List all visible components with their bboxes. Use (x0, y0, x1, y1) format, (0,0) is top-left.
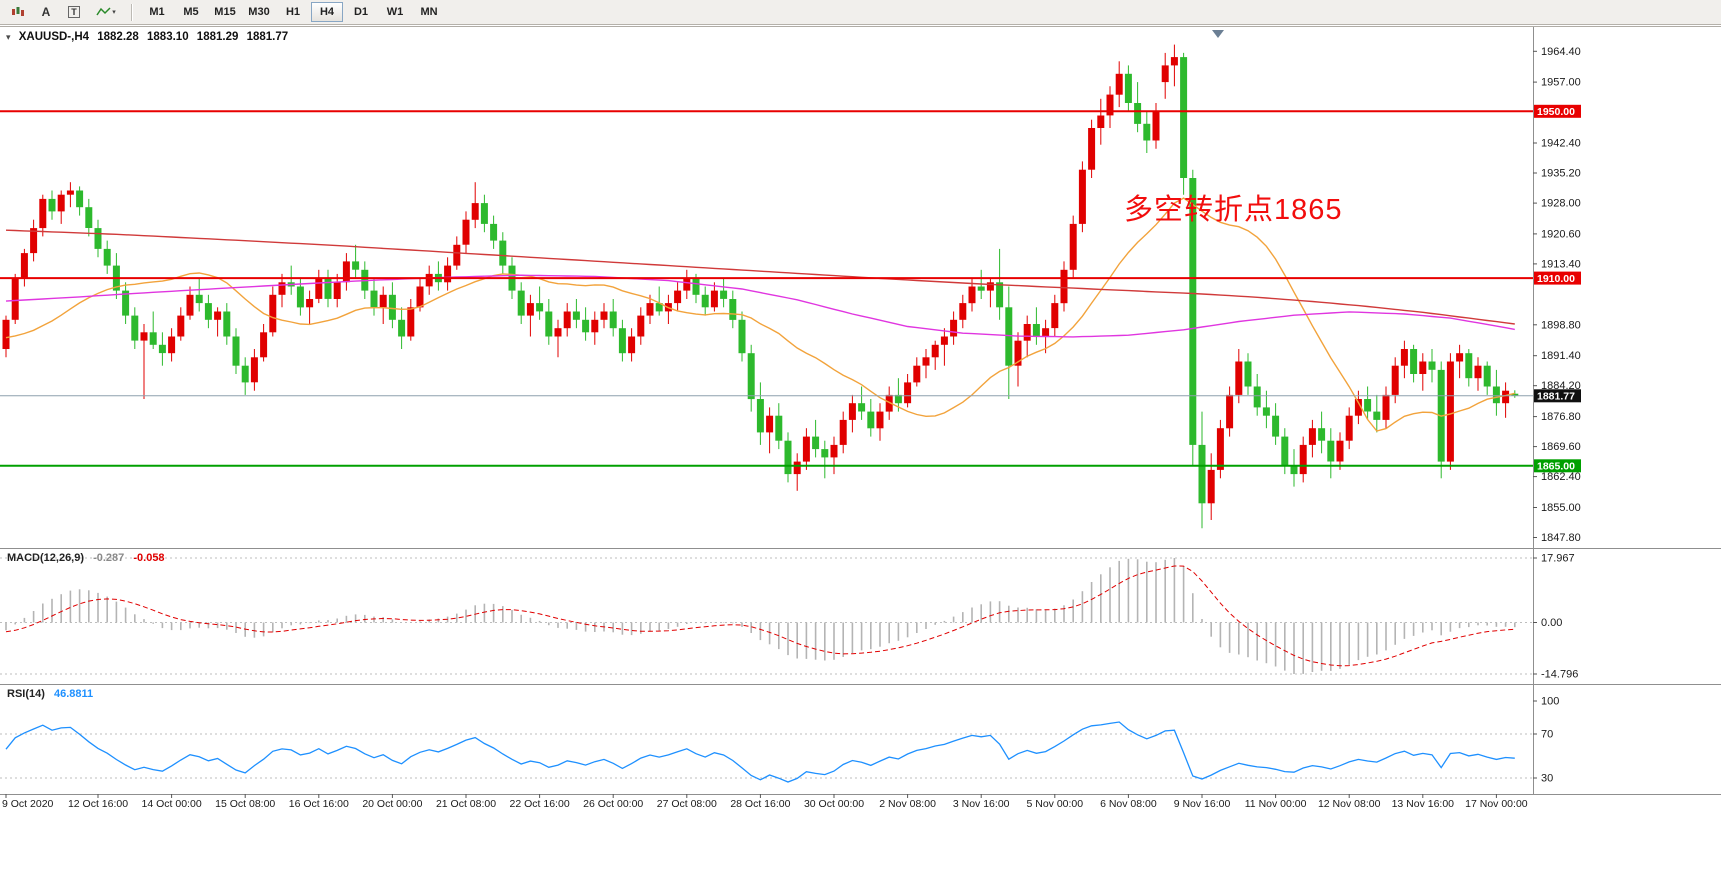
svg-text:1884.20: 1884.20 (1541, 380, 1581, 392)
timeframe-button-m1[interactable]: M1 (149, 6, 165, 18)
chart-background (0, 26, 1721, 893)
svg-text:-14.796: -14.796 (1541, 669, 1578, 681)
svg-text:1950.00: 1950.00 (1537, 106, 1575, 118)
svg-text:100: 100 (1541, 696, 1559, 708)
svg-text:12 Nov 08:00: 12 Nov 08:00 (1318, 798, 1381, 810)
svg-text:16 Oct 16:00: 16 Oct 16:00 (289, 798, 349, 810)
svg-text:1942.40: 1942.40 (1541, 138, 1581, 150)
svg-text:1891.40: 1891.40 (1541, 350, 1581, 362)
svg-text:28 Oct 16:00: 28 Oct 16:00 (730, 798, 790, 810)
svg-text:1847.80: 1847.80 (1541, 532, 1581, 544)
dropdown-arrow-icon: ▾ (112, 9, 116, 16)
svg-text:17 Nov 00:00: 17 Nov 00:00 (1465, 798, 1528, 810)
svg-text:1913.40: 1913.40 (1541, 258, 1581, 270)
one-click-trading-icon[interactable]: ▾ (6, 32, 11, 42)
svg-text:21 Oct 08:00: 21 Oct 08:00 (436, 798, 496, 810)
quote-close: 1881.77 (246, 31, 289, 43)
quote-open: 1882.28 (97, 31, 139, 43)
svg-text:1935.20: 1935.20 (1541, 168, 1581, 180)
rsi-line (5, 721, 1515, 783)
svg-text:0.00: 0.00 (1541, 617, 1562, 629)
candlestick-chart-icon (12, 7, 24, 16)
toolbar-separator (131, 3, 133, 21)
svg-text:1876.80: 1876.80 (1541, 411, 1581, 423)
svg-text:5 Nov 00:00: 5 Nov 00:00 (1026, 798, 1083, 810)
svg-text:12 Oct 16:00: 12 Oct 16:00 (68, 798, 128, 810)
svg-text:1957.00: 1957.00 (1541, 77, 1581, 89)
label-tool-icon: T (68, 6, 80, 18)
svg-text:1865.00: 1865.00 (1537, 461, 1575, 473)
chart-tool-button[interactable] (5, 1, 31, 23)
timeframe-button-d1[interactable]: D1 (353, 6, 369, 18)
svg-text:26 Oct 00:00: 26 Oct 00:00 (583, 798, 643, 810)
price-axis[interactable]: 1964.40 1957.00 1942.40 1935.20 1928.00 1920.… (1533, 27, 1581, 794)
ma-fast-orange[interactable] (5, 197, 1515, 432)
text-tool-icon: A (41, 5, 51, 19)
svg-text:11 Nov 00:00: 11 Nov 00:00 (1245, 798, 1307, 810)
timeframe-button-w1[interactable]: W1 (386, 6, 404, 18)
timeframe-button-m5[interactable]: M5 (183, 6, 199, 18)
macd-signal-value: -0.058 (133, 552, 165, 564)
indicators-dropdown-button[interactable]: ▾ (89, 1, 123, 23)
svg-text:1881.77: 1881.77 (1537, 391, 1575, 403)
svg-text:9 Oct 2020: 9 Oct 2020 (2, 798, 54, 810)
svg-text:20 Oct 00:00: 20 Oct 00:00 (362, 798, 422, 810)
rsi-value: 46.8811 (53, 688, 94, 700)
svg-text:1869.60: 1869.60 (1541, 441, 1581, 453)
symbol-period-label: XAUUSD-,H4 (18, 31, 90, 43)
svg-text:1964.40: 1964.40 (1541, 46, 1581, 58)
chart-canvas[interactable]: 1964.40 1957.00 1942.40 1935.20 1928.00 1920.… (0, 26, 1721, 893)
svg-text:1910.00: 1910.00 (1537, 273, 1575, 285)
svg-text:1862.40: 1862.40 (1541, 471, 1581, 483)
timeframe-button-h4[interactable]: H4 (311, 2, 343, 22)
indicator-zigzag-icon (96, 7, 111, 16)
svg-text:9 Nov 16:00: 9 Nov 16:00 (1174, 798, 1231, 810)
macd-main-value: -0.287 (93, 552, 125, 564)
quote-line: ▾ XAUUSD-,H4 1882.28 1883.10 1881.29 188… (6, 31, 293, 43)
macd-label: MACD(12,26,9) -0.287 -0.058 (7, 552, 171, 564)
svg-text:1898.80: 1898.80 (1541, 319, 1581, 331)
svg-text:2 Nov 08:00: 2 Nov 08:00 (879, 798, 936, 810)
svg-text:6 Nov 08:00: 6 Nov 08:00 (1100, 798, 1157, 810)
svg-text:13 Nov 16:00: 13 Nov 16:00 (1392, 798, 1455, 810)
rsi-label: RSI(14) 46.8811 (7, 688, 99, 700)
timeframe-button-m30[interactable]: M30 (248, 6, 270, 18)
svg-text:30: 30 (1541, 773, 1553, 785)
timeframe-toolbar: M1 M5 M15 M30 H1 H4 D1 W1 MN (140, 2, 446, 22)
quote-low: 1881.29 (196, 31, 239, 43)
ma-medium-magenta[interactable] (5, 274, 1515, 338)
svg-text:1928.00: 1928.00 (1541, 198, 1581, 210)
rsi-panel[interactable] (0, 721, 1533, 783)
chart-shift-marker[interactable] (1212, 30, 1224, 38)
svg-text:15 Oct 08:00: 15 Oct 08:00 (215, 798, 275, 810)
macd-name: MACD(12,26,9) (7, 552, 85, 564)
svg-text:3 Nov 16:00: 3 Nov 16:00 (953, 798, 1010, 810)
macd-panel[interactable] (0, 557, 1533, 675)
timeframe-button-mn[interactable]: MN (420, 6, 438, 18)
rsi-name: RSI(14) (7, 688, 45, 700)
svg-text:1855.00: 1855.00 (1541, 502, 1581, 514)
svg-text:1920.60: 1920.60 (1541, 228, 1581, 240)
svg-text:70: 70 (1541, 729, 1553, 741)
chart-annotation-text[interactable]: 多空转折点1865 (1124, 194, 1343, 226)
quote-high: 1883.10 (147, 31, 189, 43)
svg-text:14 Oct 00:00: 14 Oct 00:00 (142, 798, 202, 810)
macd-signal-line (5, 565, 1515, 667)
svg-text:17.967: 17.967 (1541, 553, 1575, 565)
text-tool-button[interactable]: A (33, 1, 59, 23)
svg-text:30 Oct 00:00: 30 Oct 00:00 (804, 798, 864, 810)
timeframe-button-h1[interactable]: H1 (285, 6, 301, 18)
svg-text:22 Oct 16:00: 22 Oct 16:00 (510, 798, 570, 810)
svg-text:27 Oct 08:00: 27 Oct 08:00 (657, 798, 717, 810)
time-axis[interactable]: 9 Oct 2020 12 Oct 16:00 14 Oct 00:00 15 Oct… (2, 794, 1528, 810)
label-tool-button[interactable]: T (61, 1, 87, 23)
main-toolbar: A T ▾ M1 M5 M15 M30 H1 H4 D1 W1 MN (0, 0, 1721, 25)
timeframe-button-m15[interactable]: M15 (214, 6, 236, 18)
ma-slow-red[interactable] (5, 229, 1515, 325)
